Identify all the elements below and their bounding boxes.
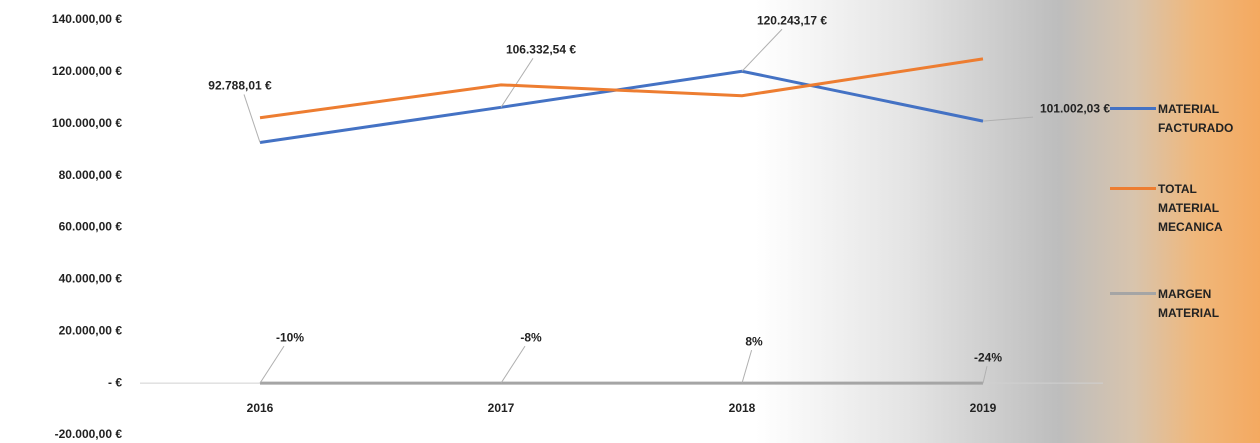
y-tick-label: -20.000,00 € <box>55 427 123 441</box>
y-tick-label: 80.000,00 € <box>59 168 123 182</box>
y-tick-label: 120.000,00 € <box>52 64 122 78</box>
leader-line <box>259 345 285 384</box>
leader-line <box>741 349 753 384</box>
y-tick-label: 60.000,00 € <box>59 220 123 234</box>
data-label: -24% <box>974 350 1002 364</box>
leader-line <box>500 345 526 384</box>
legend-item: MARGEN MATERIAL <box>1110 285 1248 323</box>
y-tick-label: - € <box>108 375 122 389</box>
legend-label: MATERIAL FACTURADO <box>1158 102 1234 135</box>
legend-swatch <box>1110 107 1156 110</box>
legend-swatch <box>1110 187 1156 190</box>
y-tick-label: 140.000,00 € <box>52 12 122 26</box>
legend-swatch <box>1110 292 1156 295</box>
x-tick-label: 2019 <box>970 401 997 415</box>
data-label: 106.332,54 € <box>506 42 576 56</box>
leader-line <box>243 94 261 143</box>
legend-label: MARGEN MATERIAL <box>1158 287 1220 320</box>
leader-line <box>500 58 534 108</box>
data-label: 120.243,17 € <box>757 13 827 27</box>
x-tick-label: 2016 <box>247 401 274 415</box>
legend-item: MATERIAL FACTURADO <box>1110 100 1248 138</box>
x-tick-label: 2018 <box>729 401 756 415</box>
data-label: 101.002,03 € <box>1040 101 1110 115</box>
data-label: -10% <box>276 330 304 344</box>
series-line <box>259 57 984 120</box>
data-label: 92.788,01 € <box>208 79 272 93</box>
y-tick-label: 20.000,00 € <box>59 323 123 337</box>
leader-line <box>982 366 988 384</box>
legend-item: TOTAL MATERIAL MECANICA <box>1110 180 1248 237</box>
y-tick-label: 40.000,00 € <box>59 272 123 286</box>
legend-label: TOTAL MATERIAL MECANICA <box>1158 182 1223 234</box>
leader-line <box>741 28 783 72</box>
data-label: -8% <box>520 330 542 344</box>
x-tick-label: 2017 <box>488 401 515 415</box>
leader-line <box>982 116 1034 122</box>
y-tick-label: 100.000,00 € <box>52 116 122 130</box>
series-line <box>259 69 984 144</box>
data-label: 8% <box>745 334 763 348</box>
